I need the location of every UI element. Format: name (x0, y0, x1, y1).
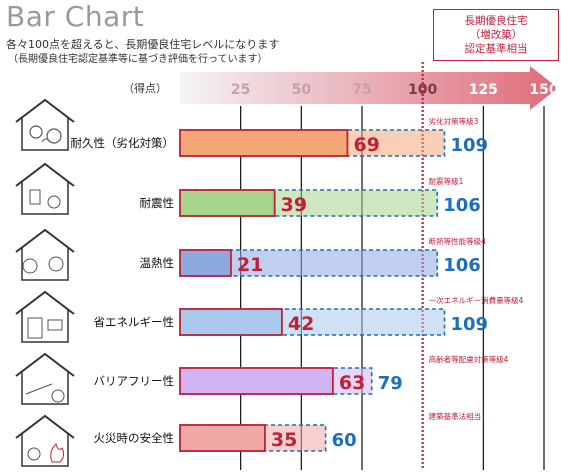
bar-series-1 (179, 129, 349, 157)
chart-title: Bar Chart (6, 0, 145, 33)
data-label-series-1: 21 (237, 254, 263, 276)
x-tick-label: 150 (529, 82, 558, 98)
category-label: 耐久性（劣化対策） (71, 136, 175, 150)
subtitle-line-1: 各々100点を超えると、長期優良住宅レベルになります (6, 38, 280, 51)
bar-series-1 (179, 308, 283, 336)
data-label-series-1: 42 (288, 313, 314, 335)
x-tick-label: 125 (469, 82, 498, 98)
house-illustration-icon (15, 228, 75, 281)
house-illustration-icon (15, 290, 75, 343)
data-label-series-2: 79 (378, 373, 403, 394)
bar-annotation: 断熱等性能等級4 (429, 236, 486, 246)
data-label-series-2: 109 (451, 135, 489, 156)
data-label-series-2: 106 (443, 255, 481, 276)
axis-arrow (180, 66, 558, 110)
bar-annotation: 一次エネルギー消費量等級4 (429, 295, 524, 305)
bar-series-1 (179, 249, 232, 277)
certification-callout-box: 長期優良住宅 （増改築） 認定基準相当 (433, 9, 559, 61)
data-label-series-1: 35 (271, 429, 297, 451)
data-label-series-2: 109 (451, 314, 489, 335)
data-label-series-2: 106 (443, 195, 481, 216)
axis-unit-label: （得点） (123, 82, 167, 95)
callout-line-2: （増改築） (469, 29, 523, 41)
category-label: 火災時の安全性 (94, 431, 175, 445)
data-label-series-1: 63 (339, 372, 365, 394)
house-illustration-icon (15, 162, 75, 215)
category-label: 省エネルギー性 (94, 315, 175, 329)
x-tick-label: 50 (292, 82, 312, 98)
subtitle-line-2: （長期優良住宅認定基準等に基づき評価を行っています） (8, 54, 268, 65)
house-illustration-icon (15, 98, 75, 151)
callout-line-1: 長期優良住宅 (464, 15, 528, 27)
category-label: 温熱性 (140, 256, 175, 270)
bar-series-1 (179, 424, 266, 452)
category-label: バリアフリー性 (94, 374, 175, 388)
data-label-series-1: 39 (281, 194, 307, 216)
category-label: 耐震性 (140, 196, 175, 210)
x-tick-label: 25 (231, 82, 250, 98)
x-tick-label: 75 (352, 82, 371, 98)
house-illustration-icon (15, 352, 75, 405)
data-label-series-1: 69 (353, 134, 379, 156)
data-label-series-2: 60 (332, 430, 357, 451)
bar-annotation: 建築基準法相当 (429, 411, 482, 421)
bar-series-1 (179, 367, 334, 395)
bar-annotation: 高齢者等配慮対策等級4 (429, 354, 509, 364)
bar-annotation: 耐震等級1 (429, 176, 464, 186)
bar-series-1 (179, 189, 276, 217)
callout-line-3: 認定基準相当 (464, 43, 528, 55)
bar-annotation: 劣化対策等級3 (429, 116, 479, 126)
house-illustration-icon (15, 414, 75, 467)
